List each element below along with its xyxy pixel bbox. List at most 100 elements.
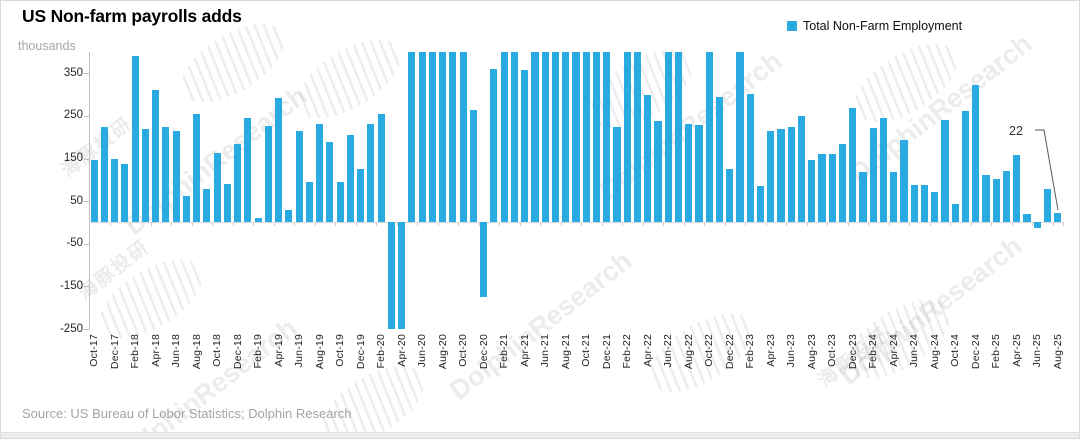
bar [244,118,252,223]
y-axis-tick-mark [84,243,89,245]
x-axis-tick-label: Dec-17 [108,334,121,370]
bar [808,159,816,223]
bar [408,52,416,223]
y-axis-tick-mark [84,115,89,117]
bar [162,127,170,223]
x-axis-tick-mark [1052,222,1054,227]
y-axis-tick-label: 50 [70,194,83,207]
x-axis-tick-mark [314,222,316,227]
x-axis-tick-mark [868,222,870,227]
x-axis-tick-label: Oct-24 [949,334,962,367]
x-axis-tick-label: Dec-18 [231,334,244,370]
x-axis-tick-label: Oct-21 [580,334,593,367]
x-axis-tick-label: Apr-20 [395,334,408,367]
bar [439,52,447,223]
bar [982,175,990,223]
bar [838,144,847,223]
y-axis-tick-label: -150 [59,279,83,292]
x-axis-tick-label: Apr-21 [518,334,531,367]
bar [449,52,457,223]
x-axis-tick-mark [253,222,255,227]
x-axis-tick-label: Jun-22 [662,334,675,368]
bar [111,158,119,223]
legend-label: Total Non-Farm Employment [803,19,963,33]
x-axis-tick-mark [704,222,706,227]
x-axis-tick-mark [970,222,972,227]
x-axis-tick-label: Jun-20 [416,334,429,368]
bar [152,90,160,223]
x-axis-tick-mark [417,222,419,227]
bar [500,52,508,223]
x-axis-tick-mark [437,222,439,227]
x-axis-tick-label: Aug-24 [928,334,941,370]
x-axis-tick-label: Aug-18 [190,334,203,370]
last-value-annotation: 22 [1009,124,1023,138]
bar [920,184,929,223]
bar [182,195,190,223]
bar [1043,188,1052,223]
x-axis-tick-label: Feb-24 [867,334,880,369]
y-axis-line [89,52,90,329]
x-axis-tick-mark [1032,222,1034,227]
x-axis-tick-mark [376,222,378,227]
bar [490,69,498,223]
y-axis-tick-mark [84,329,89,330]
x-axis-tick-label: Jun-25 [1031,334,1044,368]
bar [592,52,601,223]
y-axis-tick-mark [84,201,89,203]
x-axis-tick-mark [1063,222,1064,227]
watermark-text: DolphinResearch [443,245,638,406]
bar [951,203,959,223]
bar [941,120,949,223]
x-axis-tick-label: Feb-21 [498,334,511,369]
bar [972,84,980,223]
y-axis-tick-mark [84,286,89,288]
x-axis-tick-label: Feb-19 [252,334,265,369]
bar [510,52,518,223]
x-axis-tick-label: Dec-20 [477,334,490,370]
bar [367,124,375,223]
bar [900,140,908,223]
bar [459,52,467,223]
bar [469,109,477,223]
bar [305,181,313,223]
window-bottom-edge [1,432,1079,438]
bar [992,178,1000,223]
x-axis-tick-mark [232,222,234,227]
x-axis-tick-mark [478,222,480,227]
bar [695,125,703,223]
bar [879,117,888,223]
bar [264,125,272,223]
x-axis-tick-label: Aug-21 [559,334,572,370]
bar [736,52,744,223]
bar [654,121,662,223]
bar [203,188,211,223]
x-axis-tick-mark [765,222,767,227]
x-axis-tick-label: Apr-23 [764,334,777,367]
x-axis-tick-mark [560,222,562,227]
bar [1033,222,1041,228]
x-axis-tick-mark [806,222,808,227]
bar [859,171,867,223]
bar [172,130,180,223]
bar [521,70,529,223]
bar [767,130,775,223]
x-axis-tick-label: Dec-23 [846,334,859,370]
bar [531,52,539,223]
y-axis-tick-label: 150 [63,152,83,165]
source-line: Source: US Bureau of Lobor Statistics; D… [22,406,352,421]
axis-unit-label: thousands [18,39,76,53]
x-axis-tick-label: Jun-23 [785,334,798,368]
x-axis-tick-label: Feb-22 [621,334,634,369]
x-axis-tick-label: Feb-23 [744,334,757,369]
x-axis-tick-label: Oct-18 [211,334,224,367]
bar [746,93,754,223]
bar [121,164,129,223]
x-axis-baseline [89,222,1064,223]
x-axis-tick-label: Aug-22 [682,334,695,370]
bar [326,141,334,223]
bar [890,172,898,223]
x-axis-tick-mark [642,222,644,227]
x-axis-tick-label: Apr-24 [887,334,900,367]
